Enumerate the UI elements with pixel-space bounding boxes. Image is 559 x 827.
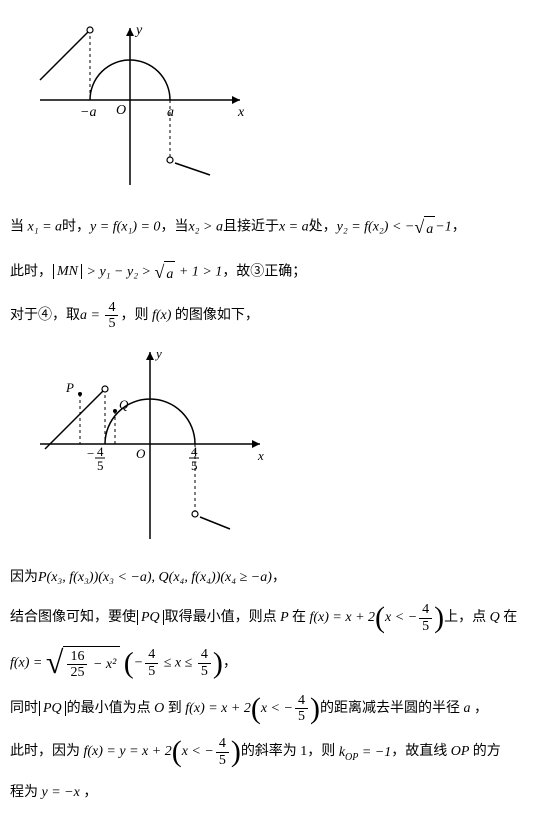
svg-text:y: y bbox=[134, 23, 143, 38]
svg-text:4: 4 bbox=[97, 444, 104, 459]
svg-text:5: 5 bbox=[191, 458, 198, 473]
svg-text:P: P bbox=[65, 380, 74, 395]
svg-text:5: 5 bbox=[97, 458, 104, 473]
svg-text:O: O bbox=[136, 446, 146, 461]
svg-text:−: − bbox=[87, 446, 94, 461]
svg-text:x: x bbox=[237, 105, 245, 120]
para-4: 因为P(x₃, f(x₃))(x₃ < −a), Q(x₄, f(x₄))(x₄… bbox=[10, 565, 549, 590]
para-2: 此时，MN > y₁ − y₂ > √a + 1 > 1，故③正确； bbox=[10, 256, 549, 288]
svg-text:x: x bbox=[257, 448, 264, 463]
svg-text:Q: Q bbox=[119, 397, 129, 412]
para-3: 对于④，取a = 45，则 f(x) 的图像如下， bbox=[10, 300, 549, 332]
svg-text:O: O bbox=[116, 103, 126, 118]
graph-2-svg: yxO−4545PQ bbox=[30, 344, 270, 544]
para-7: 同时PQ的最小值为点 O 到 f(x) = x + 2(x < −45)的距离减… bbox=[10, 693, 549, 725]
svg-text:−a: −a bbox=[80, 105, 96, 120]
graph-2: yxO−4545PQ bbox=[30, 344, 549, 553]
para-5: 结合图像可知，要使PQ取得最小值，则点 P 在 f(x) = x + 2(x <… bbox=[10, 602, 549, 634]
para-8: 此时，因为 f(x) = y = x + 2(x < −45)的斜率为 1，则 … bbox=[10, 736, 549, 768]
para-1: 当 x₁ = a时，y = f(x₁) = 0，当x₂ > a且接近于x = a… bbox=[10, 211, 549, 243]
graph-1: yxO−aa bbox=[30, 20, 549, 199]
para-6: f(x) = √1625 − x² (−45 ≤ x ≤ 45)， bbox=[10, 646, 549, 681]
svg-text:y: y bbox=[154, 346, 162, 361]
graph-1-svg: yxO−aa bbox=[30, 20, 250, 190]
